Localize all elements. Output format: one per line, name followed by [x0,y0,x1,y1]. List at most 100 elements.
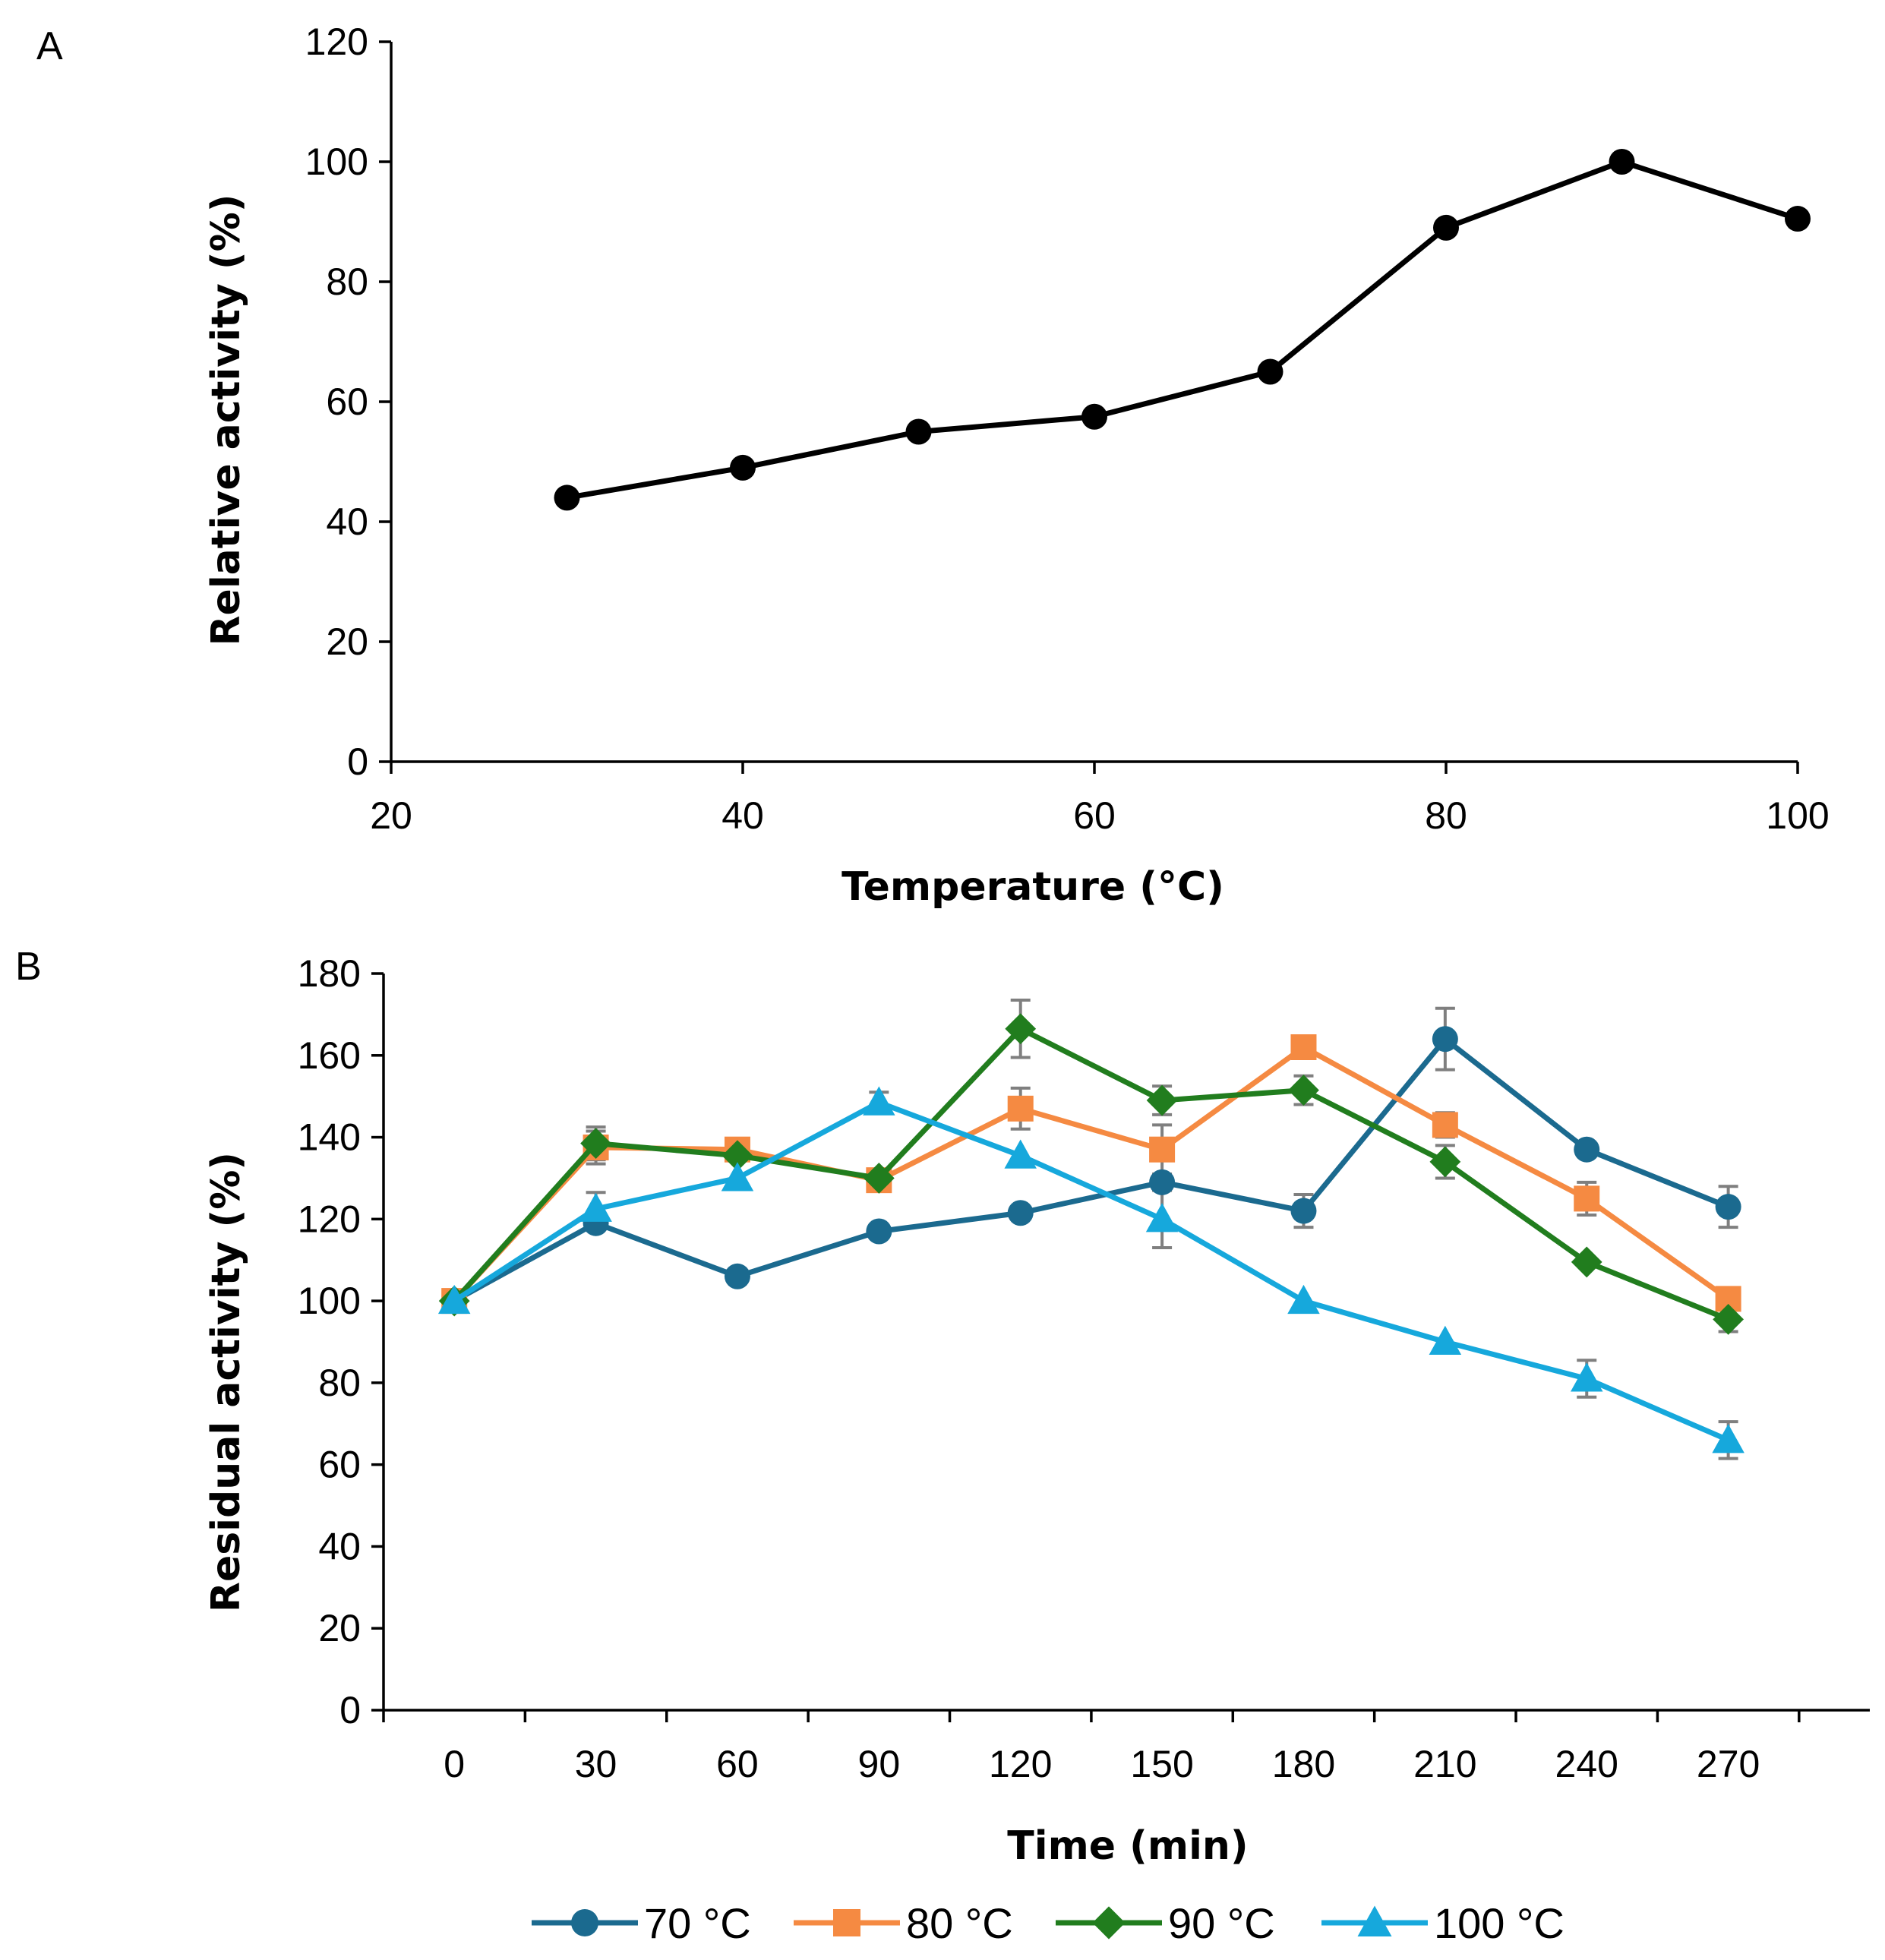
legend-marker [833,1909,860,1936]
panel-a-data-point [1081,403,1107,430]
legend-label: 80 °C [906,1899,1013,1947]
panel-b-data-point [1007,1095,1034,1122]
panel-b-data-point [721,1140,753,1172]
panel-b-data-point [1146,1084,1178,1116]
panel-b-y-tick-label: 40 [318,1525,361,1567]
panel-a-data-point [1257,358,1284,385]
panel-b-y-tick-label: 60 [318,1444,361,1486]
panel-a-y-tick-label: 40 [326,500,368,543]
panel-b-data-point [1715,1194,1741,1220]
panel-b-data-point [1429,1325,1462,1355]
legend-label: 100 °C [1434,1899,1565,1947]
panel-b-series-line [453,1100,1730,1443]
panel-b-data-point [1570,1362,1603,1392]
panel-b-data-point [863,1086,895,1116]
panel-b-data-point [1290,1034,1317,1060]
panel-a-y-tick-label: 0 [347,740,368,783]
panel-b-y-tick-label: 180 [298,952,361,995]
panel-b-x-tick-label: 180 [1272,1743,1335,1785]
panel-b-x-tick-label: 150 [1130,1743,1193,1785]
legend-item: 80 °C [794,1899,1013,1947]
legend-label: 90 °C [1168,1899,1275,1947]
panel-b-data-point [1004,1139,1037,1169]
panel-a-y-tick-label: 60 [326,380,368,423]
panel-b-data-point [724,1263,750,1289]
panel-b-axes: 0 20 40 60 80 100 120 140 160 180 0 30 60 90 120 150 180… [298,952,1870,1785]
panel-a-x-tick-label: 100 [1766,794,1829,837]
panel-a-plot-area [554,149,1811,511]
panel-a-data-point [554,484,580,511]
panel-b-x-tick-label: 120 [989,1743,1052,1785]
panel-b-data-point [1290,1198,1317,1224]
panel-b-x-tick-label: 0 [444,1743,465,1785]
panel-b-data-point [437,1284,471,1315]
panel-a-y-axis-title: Relative activity (%) [204,194,249,646]
panel-b-data-point [1288,1075,1319,1106]
panel-b-data-point [1287,1284,1320,1315]
panel-a-series-line [566,159,1799,500]
legend-marker [571,1909,598,1936]
panel-a-x-tick-label: 80 [1425,794,1467,837]
legend-item: 70 °C [532,1899,751,1947]
panel-b-data-point [721,1162,754,1191]
panel-b-x-tick-label: 270 [1697,1743,1760,1785]
panel-b-x-tick-label: 240 [1555,1743,1618,1785]
panel-b-data-point [1574,1136,1600,1163]
panel-a-x-tick-label: 40 [721,794,764,837]
panel-a-x-tick-label: 20 [370,794,412,837]
panel-b-series-line [452,1044,1730,1303]
panel-b-data-point [1007,1200,1034,1226]
panel-b-data-point [1005,1013,1037,1045]
panel-b-y-tick-label: 140 [298,1116,361,1159]
panel-b-series-line [453,1036,1729,1304]
panel-a-x-axis-title: Temperature (°C) [841,864,1224,910]
legend-item: 90 °C [1056,1899,1275,1947]
panel-b-data-point [1574,1185,1600,1212]
panel-a-x-tick-label: 60 [1073,794,1116,837]
legend-label: 70 °C [644,1899,751,1947]
panel-b-x-axis-title: Time (min) [1007,1823,1248,1869]
panel-b-series-line [452,1026,1729,1322]
panel-b-y-tick-label: 100 [298,1280,361,1322]
panel-b-x-tick-label: 210 [1413,1743,1476,1785]
panel-b-data-point [866,1218,892,1245]
panel-b-data-point [1571,1246,1602,1278]
panel-a-y-tick-label: 100 [305,140,368,183]
panel-b-y-axis-title: Residual activity (%) [204,1152,249,1612]
panel-b-plot-area [437,999,1744,1460]
panel-a-y-tick-label: 120 [305,21,368,63]
panel-b-data-point [580,1128,611,1160]
panel-b-y-tick-label: 120 [298,1198,361,1240]
panel-b: B 0 20 40 60 80 100 120 140 160 180 0 30 60 90 120 150 1… [15,945,1870,1947]
panel-b-x-tick-label: 90 [858,1743,901,1785]
panel-a-y-tick-label: 20 [326,620,368,663]
panel-b-data-point [1145,1203,1179,1232]
panel-b-y-tick-label: 20 [318,1607,361,1649]
panel-b-label: B [15,945,42,989]
panel-b-y-tick-label: 160 [298,1034,361,1077]
panel-a-data-point [1433,214,1459,241]
panel-b-y-tick-label: 0 [339,1689,361,1731]
legend-marker [1357,1905,1392,1936]
panel-b-data-point [1432,1026,1458,1053]
legend-marker [1092,1906,1126,1939]
panel-a-data-point [1785,206,1811,232]
panel-a-data-point [905,418,932,445]
panel-b-data-point [863,1163,895,1194]
legend-item: 100 °C [1321,1899,1565,1947]
panel-b-data-point [1432,1112,1458,1138]
panel-b-x-tick-label: 30 [575,1743,617,1785]
panel-b-data-point [1149,1169,1176,1195]
panel-b-data-point [1429,1146,1461,1178]
panel-b-data-point [579,1192,612,1222]
panel-b-data-point [1712,1424,1744,1453]
panel-a-data-point [730,454,756,481]
panel-a-label: A [36,24,63,68]
panel-b-x-tick-label: 60 [716,1743,759,1785]
panel-b-data-point [1149,1136,1176,1163]
panel-b-y-tick-label: 80 [318,1362,361,1404]
panel-a-data-point [1609,149,1635,175]
